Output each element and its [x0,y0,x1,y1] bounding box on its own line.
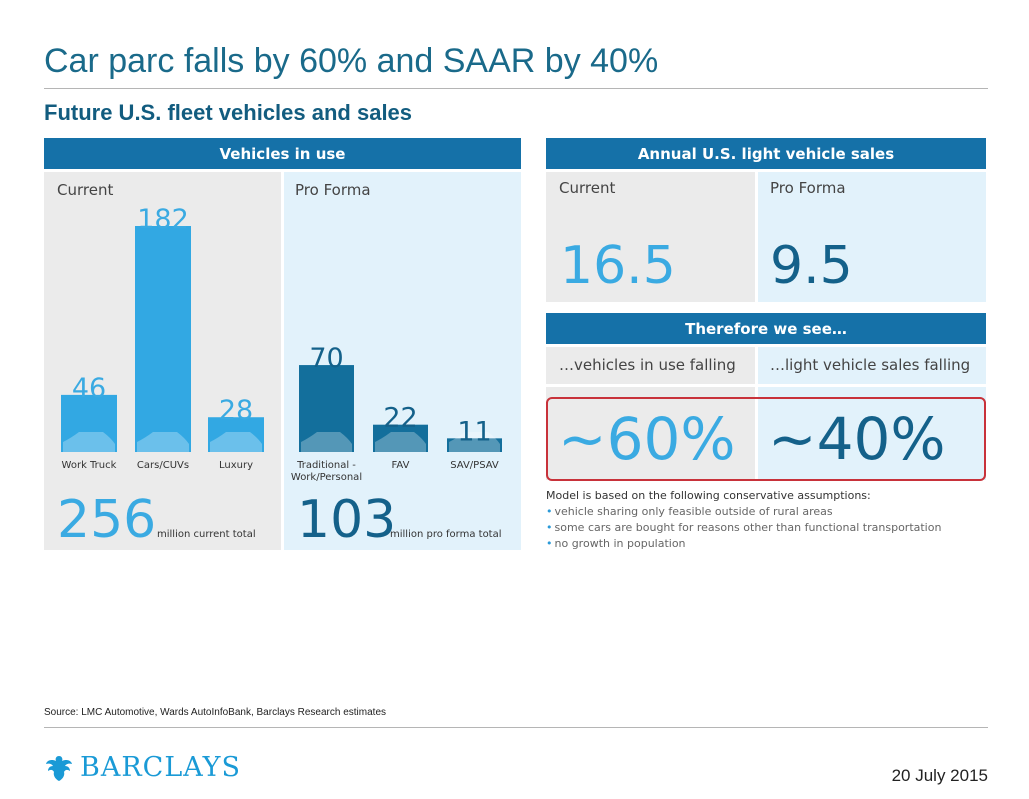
assumption-item: • some cars are bought for reasons other … [546,520,941,536]
car-icon [375,432,426,452]
fleet-bar-chart: 46 Work Truck 182 Cars/CUVs 28 Luxury 70 Tradit… [61,204,502,483]
current-fleet-label: Current [57,181,114,199]
bullet-icon: • [546,537,553,550]
category-label-luxury: Luxury [219,460,253,471]
title-divider [44,88,988,89]
assumption-item: • no growth in population [546,536,941,552]
slide-subtitle: Future U.S. fleet vehicles and sales [44,100,413,125]
bar-fav [373,424,428,452]
proforma-total-value: 103 [297,490,397,550]
proforma-total-note: million pro forma total [390,529,502,540]
footer-divider [44,727,988,728]
sales-proforma-panel [758,172,986,302]
sales-current-panel [546,172,755,302]
value-label-sav-psav: 11 [457,416,491,447]
bar-luxury [208,417,264,452]
assumption-text: vehicle sharing only feasible outside of… [554,505,833,518]
car-icon [210,432,262,452]
therefore-left-panel [546,347,755,480]
sales-current-value: 16.5 [560,236,676,296]
vehicles-in-use-header: Vehicles in use [44,138,521,169]
therefore-right-panel [758,347,986,480]
bullet-icon: • [546,521,553,534]
therefore-right-label: …light vehicle sales falling [770,356,971,374]
bullet-icon: • [546,505,553,518]
category-label-sav-psav: SAV/PSAV [450,460,499,471]
therefore-divider [546,384,986,387]
current-total-note: million current total [157,529,256,540]
current-total-value: 256 [57,490,157,550]
category-label-fav: FAV [392,460,410,471]
value-label-cars-cuvs: 182 [137,204,189,235]
bar-sav-psav [447,438,502,452]
value-label-luxury: 28 [219,395,253,426]
category-label-work-truck: Work Truck [62,460,117,471]
eagle-icon [46,755,72,781]
proforma-fleet-label: Pro Forma [295,181,371,199]
therefore-left-value: ~60% [558,405,736,473]
report-date: 20 July 2015 [891,766,988,785]
bar-cars-cuvs [135,226,191,452]
value-label-traditional-work-personal: 70 [309,343,343,374]
sales-proforma-value: 9.5 [770,236,853,296]
assumption-text: no growth in population [554,537,686,550]
car-icon [301,432,352,452]
category-label-cars-cuvs: Cars/CUVs [137,460,189,471]
value-label-work-truck: 46 [72,373,106,404]
barclays-logo: BARCLAYS [44,752,241,783]
therefore-right-value: ~40% [768,405,946,473]
source-note: Source: LMC Automotive, Wards AutoInfoBa… [44,707,387,718]
sales-current-label: Current [559,179,616,197]
assumption-item: • vehicle sharing only feasible outside o… [546,504,941,520]
assumption-text: some cars are bought for reasons other t… [554,521,942,534]
bar-traditional-work-personal [299,365,354,452]
logo-text: BARCLAYS [80,752,241,783]
sales-proforma-label: Pro Forma [770,179,846,197]
annual-sales-header: Annual U.S. light vehicle sales [546,138,986,169]
bar-work-truck [61,394,117,452]
assumptions-intro: Model is based on the following conserva… [546,489,871,502]
category-label-traditional-work-personal: Traditional -Work/Personal [291,460,362,483]
therefore-header: Therefore we see… [546,313,986,344]
proforma-fleet-panel [284,172,521,550]
highlight-box [546,397,986,481]
assumptions: Model is based on the following conserva… [546,488,941,552]
slide-title: Car parc falls by 60% and SAAR by 40% [44,42,659,80]
car-icon [137,432,189,452]
car-icon [63,432,115,452]
therefore-left-label: …vehicles in use falling [559,356,736,374]
car-icon [449,432,500,452]
value-label-fav: 22 [383,403,417,434]
